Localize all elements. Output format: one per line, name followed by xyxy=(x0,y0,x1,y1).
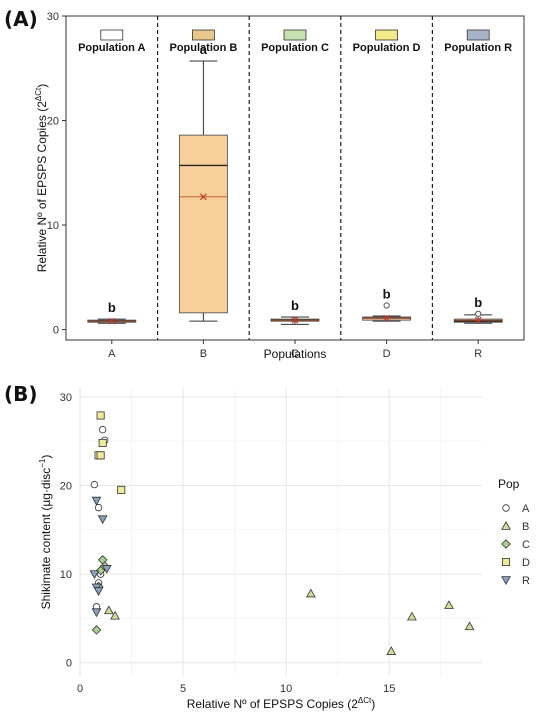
mean-marker xyxy=(474,316,482,324)
scatter-point-B xyxy=(464,621,475,631)
legend-label-a: Population A xyxy=(78,42,145,54)
mean-marker xyxy=(383,314,391,322)
x-tick-label-b: 0 xyxy=(77,683,83,695)
scatter-point-A xyxy=(90,480,99,489)
x-axis-title-b: Relative Nº of EPSPS Copies (2ΔCt) xyxy=(187,696,375,711)
x-tick-label-a: C xyxy=(291,348,299,360)
legend-label-b: C xyxy=(522,539,530,551)
x-tick-label-b: 10 xyxy=(280,683,292,695)
y-tick-label-b: 10 xyxy=(60,569,72,581)
x-tick-label-a: D xyxy=(383,348,391,360)
legend-swatch-a xyxy=(191,29,215,41)
legend-label-a: Population C xyxy=(261,42,329,54)
legend-swatch-a xyxy=(466,29,490,41)
y-tick-label-a: 30 xyxy=(47,11,59,23)
scatter-point-D xyxy=(98,438,107,447)
outlier-point xyxy=(475,310,482,317)
legend-label-a: Population R xyxy=(444,42,512,54)
legend-marker-b xyxy=(501,558,510,567)
significance-letter: a xyxy=(200,42,208,57)
plot-frame-a xyxy=(65,15,525,341)
legend-marker-b xyxy=(502,504,510,512)
legend-label-b: B xyxy=(522,521,529,533)
significance-letter: b xyxy=(474,295,482,310)
legend-label-b: D xyxy=(522,557,530,569)
scatter-point-B xyxy=(110,610,120,620)
legend-swatch-a xyxy=(100,29,124,41)
scatter-point-R xyxy=(97,515,108,525)
x-tick-label-b: 5 xyxy=(180,683,186,695)
legend-label-a: Population B xyxy=(169,42,237,54)
legend-swatch-a xyxy=(283,29,307,41)
x-tick-label-a: A xyxy=(108,348,116,360)
x-tick-label-b: 15 xyxy=(383,683,395,695)
scatter-point-C xyxy=(91,625,102,635)
scatter-point-B xyxy=(386,646,397,655)
box-B xyxy=(178,134,228,314)
mean-marker xyxy=(108,317,116,325)
panel-label-a: (A) xyxy=(4,7,38,31)
y-tick-label-a: 20 xyxy=(47,116,59,128)
legend-label-a: Population D xyxy=(353,42,421,54)
x-tick-label-a: B xyxy=(200,348,207,360)
scatter-point-B xyxy=(444,600,454,609)
legend-label-b: R xyxy=(522,575,530,587)
scatter-point-R xyxy=(91,496,102,506)
y-tick-label-a: 0 xyxy=(53,325,59,337)
mean-marker xyxy=(199,193,207,201)
scatter-point-R xyxy=(91,608,102,618)
y-axis-title-a: Relative Nº of EPSPS Copies (2ΔCt) xyxy=(34,84,49,272)
y-axis-title-b: Shikimate content (µg·disc−1) xyxy=(38,455,53,610)
x-axis-title-a: Populations xyxy=(264,347,327,361)
outlier-point xyxy=(383,302,390,309)
scatter-point-R xyxy=(101,565,112,574)
scatter-point-A xyxy=(94,503,103,512)
legend-title-b: Pop xyxy=(498,477,520,491)
scatter-point-B xyxy=(306,588,316,598)
y-tick-label-b: 30 xyxy=(60,392,72,404)
scatter-point-D xyxy=(96,411,105,420)
scatter-point-R xyxy=(89,570,100,580)
scatter-point-R xyxy=(93,587,104,596)
y-tick-label-a: 10 xyxy=(47,220,59,232)
significance-letter: b xyxy=(291,298,299,313)
y-tick-label-b: 20 xyxy=(60,480,72,492)
significance-letter: b xyxy=(383,287,391,302)
scatter-point-A xyxy=(98,425,107,434)
mean-marker xyxy=(291,316,299,324)
x-tick-label-a: R xyxy=(474,348,482,360)
legend-label-b: A xyxy=(522,503,530,515)
scatter-point-B xyxy=(103,605,114,615)
legend-marker-b xyxy=(501,520,511,530)
panel-label-b: (B) xyxy=(4,382,38,406)
legend-swatch-a xyxy=(375,29,399,41)
legend-marker-b xyxy=(501,539,511,549)
legend-marker-b xyxy=(501,576,511,586)
y-tick-label-b: 0 xyxy=(66,658,72,670)
scatter-point-B xyxy=(407,611,417,621)
scatter-point-D xyxy=(96,451,105,460)
significance-letter: b xyxy=(108,300,116,315)
scatter-point-D xyxy=(117,485,126,494)
